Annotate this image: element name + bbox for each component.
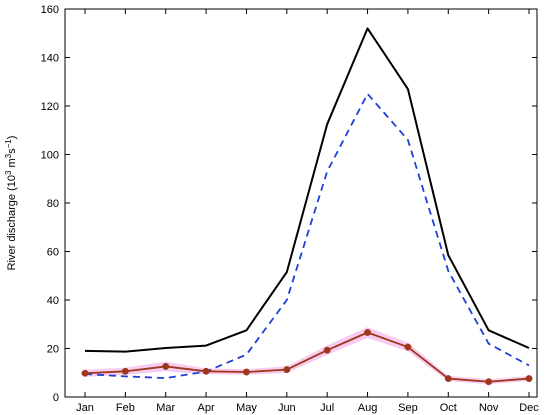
series-layer bbox=[81, 27, 533, 386]
series-point-3 bbox=[283, 366, 291, 374]
series-point-3 bbox=[525, 375, 533, 383]
y-axis-title-exponent: 3 bbox=[4, 170, 13, 175]
x-tick-label: Jun bbox=[278, 402, 296, 414]
y-axis-title-part: s bbox=[6, 148, 18, 154]
y-axis-title-part: ) bbox=[6, 136, 18, 140]
series-point-3 bbox=[485, 378, 493, 386]
y-tick-label: 120 bbox=[41, 101, 59, 113]
y-tick-label: 140 bbox=[41, 53, 59, 65]
series-point-3 bbox=[364, 329, 371, 336]
y-axis-title: River discharge (103 m3s−1) bbox=[4, 136, 19, 271]
series-point-3 bbox=[404, 343, 412, 351]
x-tick-label: Dec bbox=[519, 402, 539, 414]
x-tick-label: Jan bbox=[76, 402, 94, 414]
series-line-2 bbox=[84, 92, 530, 379]
series-point-3 bbox=[162, 362, 170, 370]
uncertainty-band-layer bbox=[85, 327, 529, 385]
x-tick-label: Nov bbox=[479, 402, 499, 414]
x-tick-label: Jul bbox=[320, 402, 334, 414]
series-point-3 bbox=[444, 375, 452, 383]
x-tick-label: Aug bbox=[358, 402, 378, 414]
x-tick-label: Oct bbox=[440, 402, 457, 414]
x-tick-label: Feb bbox=[116, 402, 135, 414]
y-axis-title-part: m bbox=[6, 158, 18, 170]
y-axis-title-exponent: −1 bbox=[4, 139, 13, 149]
x-tick-label: Mar bbox=[156, 402, 175, 414]
series-point-3 bbox=[243, 368, 250, 376]
series-line-3 bbox=[84, 331, 530, 383]
x-tick-label: May bbox=[236, 402, 257, 414]
x-tick-label: Sep bbox=[398, 402, 418, 414]
y-tick-label: 40 bbox=[47, 295, 59, 307]
y-axis-title-exponent: 3 bbox=[4, 153, 13, 158]
y-axis-title-part: River discharge (10 bbox=[6, 175, 18, 270]
y-tick-label: 80 bbox=[47, 198, 59, 210]
tick-layer: 0 20 40 60 80 100 120 140 160 Jan Feb Mar Apr May Jun J… bbox=[41, 4, 540, 414]
y-tick-label: 160 bbox=[41, 4, 59, 16]
y-tick-label: 100 bbox=[41, 150, 59, 162]
series-point-3 bbox=[81, 369, 89, 377]
series-line-1 bbox=[84, 27, 530, 353]
x-tick-label: Apr bbox=[198, 402, 215, 414]
y-tick-label: 20 bbox=[47, 344, 59, 356]
y-tick-label: 60 bbox=[47, 247, 59, 259]
series-point-3 bbox=[121, 367, 129, 375]
plot-frame bbox=[64, 8, 538, 398]
uncertainty-band bbox=[85, 327, 529, 385]
y-tick-label: 0 bbox=[53, 392, 59, 404]
series-point-3 bbox=[323, 346, 331, 354]
series-point-3 bbox=[202, 367, 210, 375]
